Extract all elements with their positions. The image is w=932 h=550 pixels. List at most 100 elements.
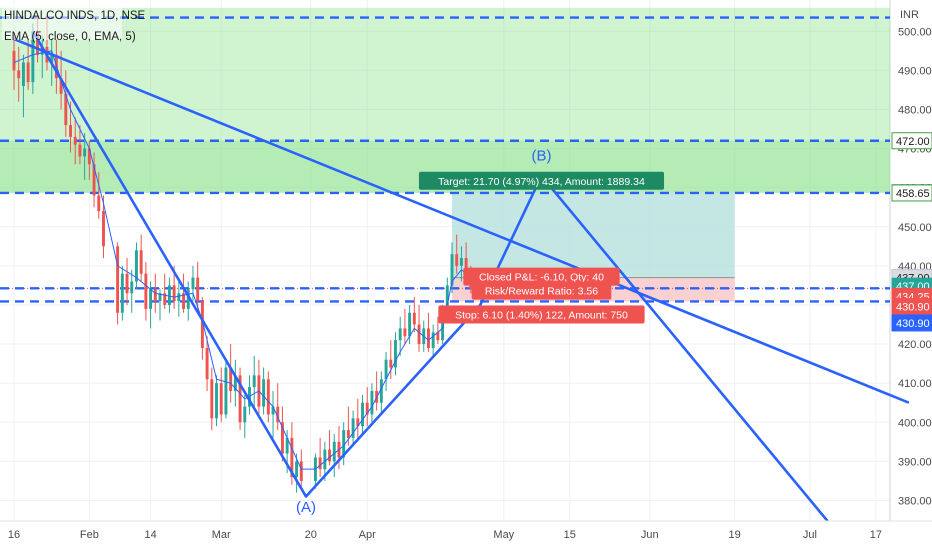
candle xyxy=(257,359,261,415)
candle xyxy=(271,390,275,438)
stop-label-box xyxy=(438,305,645,324)
candle-body xyxy=(200,301,204,348)
time-tick-label: 17 xyxy=(870,529,882,541)
candle-body xyxy=(379,379,383,403)
candle-body xyxy=(394,340,397,368)
candle-body xyxy=(87,148,91,165)
candle xyxy=(83,132,87,180)
candle-body xyxy=(196,277,200,302)
chart-header: HINDALCO INDS, 1D, NSE EMA (5, close, 0,… xyxy=(2,4,146,43)
annotation-layer: (A) (B) Target: 21.70 (4.97%) 434, Amount:… xyxy=(296,147,665,516)
candle xyxy=(163,273,167,309)
price-tick-label: 450.00 xyxy=(898,222,932,234)
candle-body xyxy=(149,289,153,309)
candle-body xyxy=(271,406,275,415)
candle-body xyxy=(464,258,468,270)
candle xyxy=(280,406,284,462)
time-tick-label: Mar xyxy=(212,529,231,541)
candle-body xyxy=(12,50,16,71)
candle-body xyxy=(73,136,77,145)
candle xyxy=(450,242,454,294)
price-tag-label: 472.00 xyxy=(896,136,930,148)
candle-body xyxy=(97,195,101,212)
candle xyxy=(342,422,346,466)
candle xyxy=(233,359,237,407)
time-tick-label: May xyxy=(493,529,514,541)
candle-body xyxy=(69,125,72,137)
candle xyxy=(431,324,435,356)
candle xyxy=(332,433,336,477)
candle xyxy=(389,340,393,380)
candle xyxy=(97,172,101,219)
candle-body xyxy=(450,254,454,286)
price-tick-label: 480.00 xyxy=(898,104,932,116)
candle xyxy=(134,242,138,290)
candle xyxy=(417,304,421,352)
time-tick-label: Feb xyxy=(80,529,99,541)
pivot-label: (B) xyxy=(531,147,551,164)
candle xyxy=(130,269,134,313)
candle-body xyxy=(318,457,322,470)
candle-body xyxy=(36,31,40,55)
price-tick-label: 420.00 xyxy=(898,339,932,351)
candle-body xyxy=(177,293,181,302)
candle-body xyxy=(92,164,96,196)
candle xyxy=(384,351,388,391)
price-tick-label: 490.00 xyxy=(898,65,932,77)
candle xyxy=(120,265,124,321)
time-tick-label: Jun xyxy=(641,529,659,541)
candle-body xyxy=(238,375,242,423)
candle xyxy=(186,281,190,321)
candle-body xyxy=(31,31,35,83)
candle xyxy=(229,344,233,403)
price-tag-label: 458.65 xyxy=(896,188,930,200)
candle-body xyxy=(158,293,162,302)
target-label-box xyxy=(418,171,665,190)
candle-body xyxy=(134,250,138,282)
candle-body xyxy=(50,54,54,63)
price-tag-box xyxy=(891,184,932,202)
candle xyxy=(436,316,440,345)
symbol-title: HINDALCO INDS, 1D, NSE xyxy=(4,10,146,22)
price-tag-box xyxy=(891,314,932,332)
candle xyxy=(92,152,96,208)
candle-body xyxy=(299,461,303,481)
candle-body xyxy=(163,293,167,305)
horizontal-lines-layer xyxy=(0,16,890,303)
candle-body xyxy=(276,406,280,423)
zones-layer xyxy=(0,7,890,193)
candle xyxy=(182,273,186,313)
time-tick-label: Jul xyxy=(803,529,817,541)
candle-body xyxy=(116,246,120,313)
trend-lines-layer xyxy=(13,30,910,541)
candle xyxy=(361,394,364,434)
candle xyxy=(64,70,68,137)
candle-body xyxy=(328,449,332,462)
candle-body xyxy=(243,406,247,423)
price-tick-label: 400.00 xyxy=(898,417,932,429)
candle xyxy=(248,375,251,415)
time-tick-label: Apr xyxy=(359,529,376,541)
candle-body xyxy=(459,258,463,266)
candle xyxy=(403,308,407,345)
candle xyxy=(318,437,322,477)
ema-line xyxy=(13,50,472,470)
candle-body xyxy=(233,375,237,391)
candle-body xyxy=(130,281,134,294)
candle xyxy=(139,234,143,282)
candle xyxy=(370,383,374,423)
candle-body xyxy=(436,332,440,341)
price-tick-label: 410.00 xyxy=(898,378,932,390)
candle xyxy=(210,367,214,431)
candle-body xyxy=(389,359,393,368)
candle-body xyxy=(191,277,195,290)
candle-body xyxy=(445,285,449,313)
candle xyxy=(455,234,459,274)
candle xyxy=(394,332,397,376)
time-axis-bg xyxy=(0,521,932,550)
candle xyxy=(215,375,218,427)
candle-body xyxy=(426,328,430,348)
time-tick-label: 19 xyxy=(728,529,740,541)
price-tick-label: 390.00 xyxy=(898,456,932,468)
